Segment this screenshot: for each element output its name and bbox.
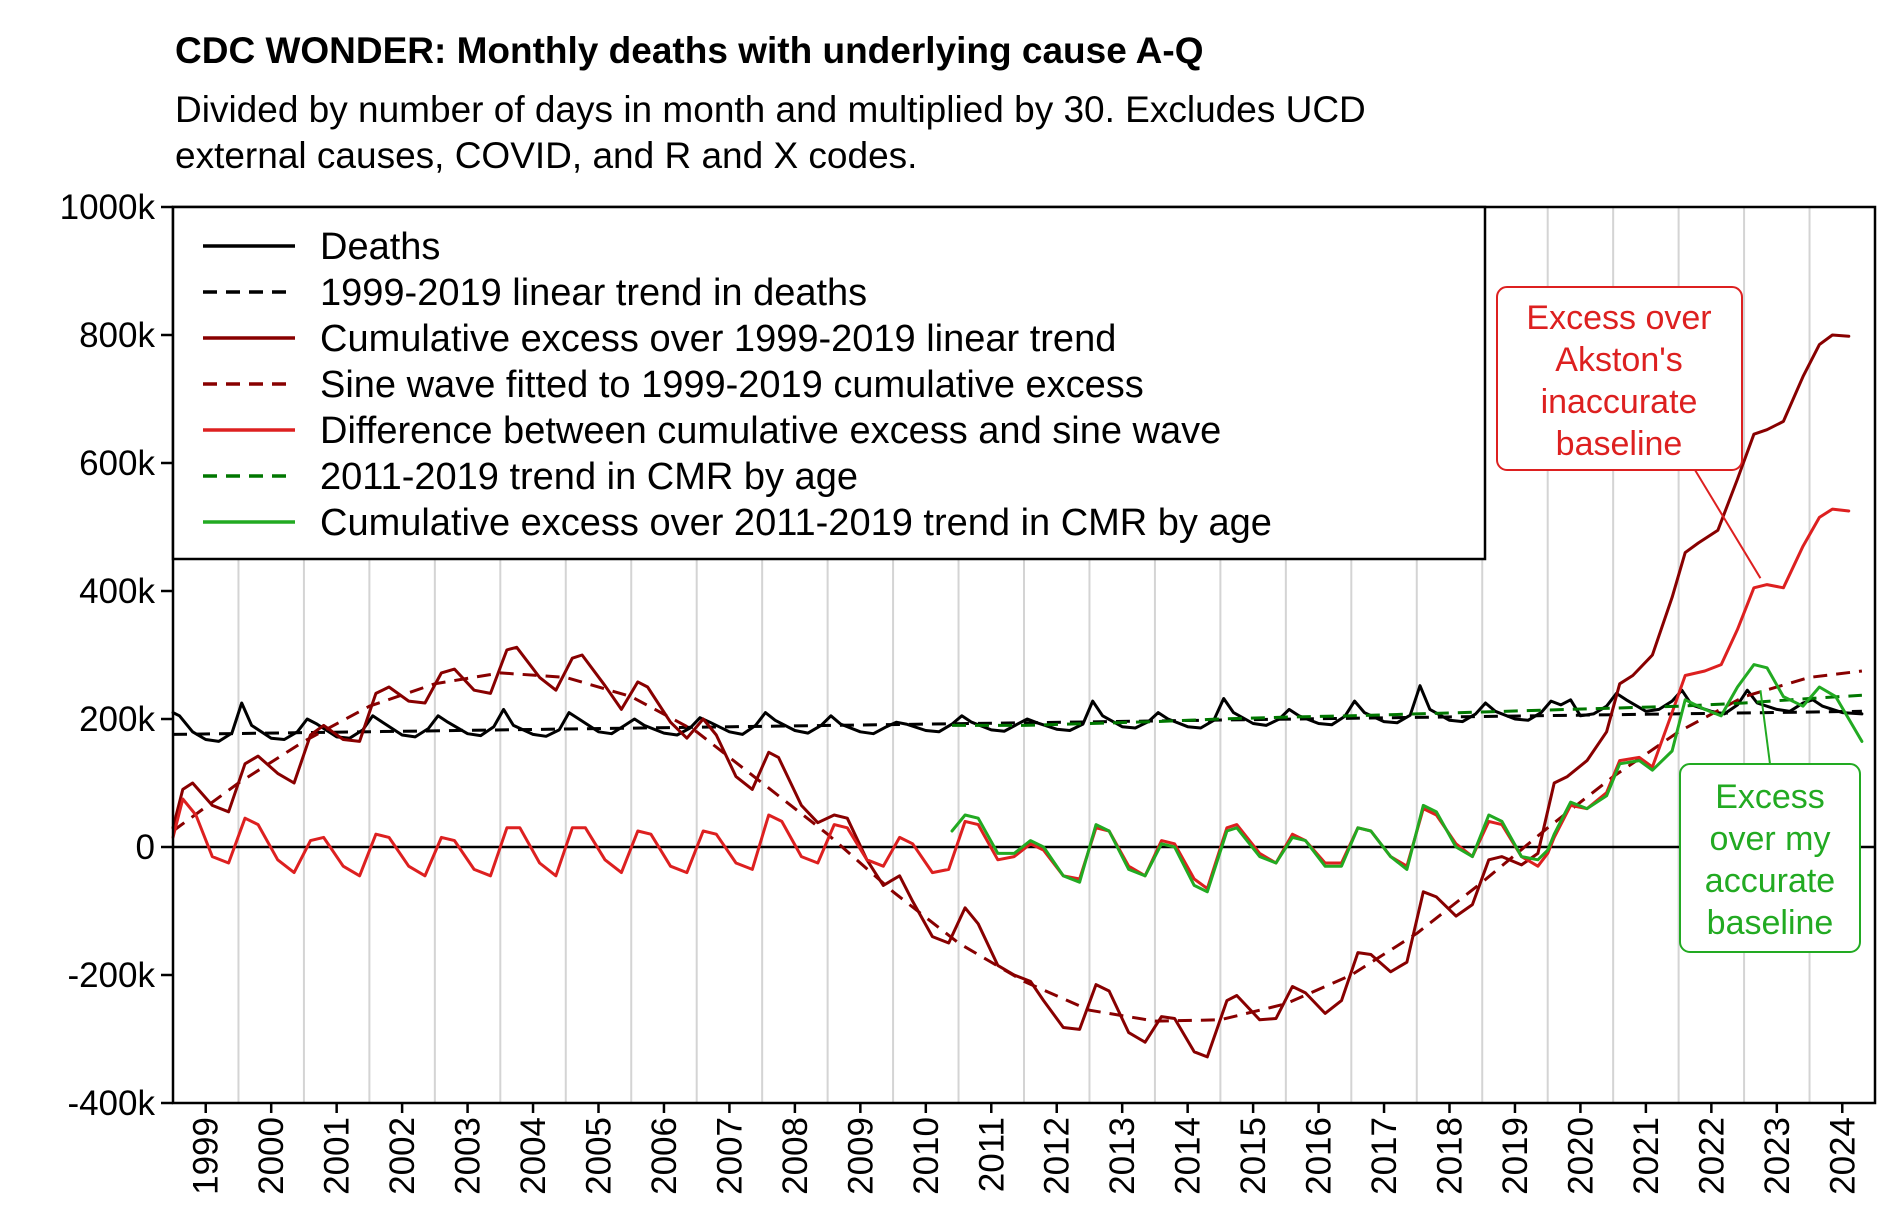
x-tick-label: 2013 <box>1103 1117 1142 1195</box>
annotation-2-line-1: Excess <box>1715 778 1825 816</box>
series-line-2 <box>172 709 1862 736</box>
x-tick-label: 2003 <box>449 1117 488 1195</box>
x-tick-label: 2007 <box>710 1117 749 1195</box>
y-tick-label: 0 <box>136 828 155 867</box>
x-tick-label: 2009 <box>841 1117 880 1195</box>
legend-label-4: Sine wave fitted to 1999-2019 cumulative… <box>320 364 1144 406</box>
x-tick-label: 2021 <box>1627 1117 1666 1195</box>
annotation-2-line-4: baseline <box>1707 904 1834 942</box>
x-tick-label: 2010 <box>907 1117 946 1195</box>
x-tick-label: 2024 <box>1823 1117 1862 1195</box>
y-tick-label: -200k <box>67 956 155 995</box>
chart-subtitle-line-1: Divided by number of days in month and m… <box>175 89 1366 130</box>
y-axis: 1000k 800k 600k 400k 200k 0 -200k -400k <box>60 188 173 1123</box>
chart-title: CDC WONDER: Monthly deaths with underlyi… <box>175 30 1204 71</box>
y-tick-label: 1000k <box>60 188 156 227</box>
series-line-6 <box>952 693 1862 727</box>
x-tick-label: 2016 <box>1300 1117 1339 1195</box>
annotation-2-line-3: accurate <box>1705 862 1835 900</box>
annotation-2-line-2: over my <box>1710 820 1831 858</box>
annotation-leader-2 <box>1759 690 1771 765</box>
series-line-5 <box>171 507 1851 891</box>
annotation-1-line-4: baseline <box>1556 425 1683 463</box>
x-tick-label: 2017 <box>1365 1117 1404 1195</box>
x-axis: 1999 2000 2001 2002 2003 2004 2005 2006 2007 2008… <box>187 1103 1862 1195</box>
series-layer <box>171 333 1864 1059</box>
x-tick-label: 2004 <box>514 1117 553 1195</box>
x-tick-label: 1999 <box>187 1117 226 1195</box>
annotation-leader-1 <box>1694 469 1762 579</box>
y-tick-label: 400k <box>79 572 155 611</box>
legend-label-1: Deaths <box>320 226 440 268</box>
chart-subtitle-line-2: external causes, COVID, and R and X code… <box>175 135 917 176</box>
legend-box <box>171 205 1487 561</box>
legend-label-7: Cumulative excess over 2011-2019 trend i… <box>320 502 1272 544</box>
y-tick-label: -400k <box>67 1084 155 1123</box>
x-tick-label: 2015 <box>1234 1117 1273 1195</box>
series-line-4 <box>172 669 1863 1023</box>
x-tick-label: 2012 <box>1038 1117 1077 1195</box>
x-tick-label: 2002 <box>383 1117 422 1195</box>
y-tick-label: 800k <box>79 316 155 355</box>
x-tick-label: 2000 <box>252 1117 291 1195</box>
y-tick-label: 200k <box>79 700 155 739</box>
x-tick-label: 2020 <box>1561 1117 1600 1195</box>
x-tick-label: 2019 <box>1496 1117 1535 1195</box>
y-tick-label: 600k <box>79 444 155 483</box>
series-line-7 <box>950 663 1864 894</box>
x-tick-label: 2008 <box>776 1117 815 1195</box>
annotation-box-1 <box>1496 286 1743 471</box>
x-tick-label: 2023 <box>1758 1117 1797 1195</box>
x-tick-label: 2006 <box>645 1117 684 1195</box>
x-tick-label: 2018 <box>1431 1117 1470 1195</box>
annotation-1-line-1: Excess over <box>1526 299 1711 337</box>
x-tick-label: 2005 <box>580 1117 619 1195</box>
legend-label-5: Difference between cumulative excess and… <box>320 410 1221 452</box>
x-tick-label: 2014 <box>1169 1117 1208 1195</box>
x-tick-label: 2011 <box>972 1117 1011 1192</box>
series-line-1 <box>171 684 1864 743</box>
annotation-1-line-3: inaccurate <box>1541 383 1698 421</box>
x-tick-label: 2001 <box>318 1117 357 1195</box>
annotation-1-line-2: Akston's <box>1555 341 1682 379</box>
x-tick-label: 2022 <box>1692 1117 1731 1195</box>
legend-label-3: Cumulative excess over 1999-2019 linear … <box>320 318 1116 360</box>
legend-label-6: 2011-2019 trend in CMR by age <box>320 456 858 498</box>
legend-label-2: 1999-2019 linear trend in deaths <box>320 272 867 314</box>
annotation-box-2 <box>1679 763 1861 953</box>
annotations: Excess over Akston's inaccurate baseline Exc… <box>1496 286 1861 953</box>
